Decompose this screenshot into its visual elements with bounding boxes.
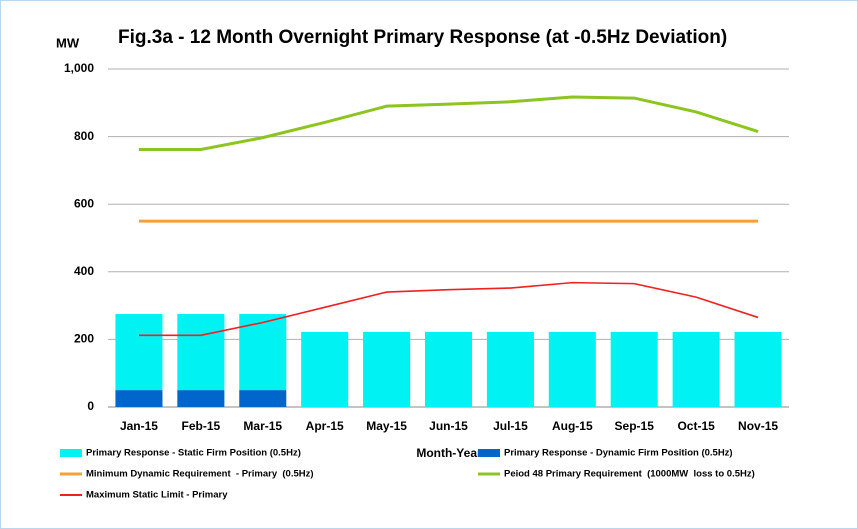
legend-label: Primary Response - Dynamic Firm Position… [504, 448, 733, 459]
x-tick-label: Aug-15 [552, 419, 593, 433]
legend-label: Primary Response - Static Firm Position … [86, 448, 301, 459]
x-tick-label: Mar-15 [243, 419, 282, 433]
legend-swatch [478, 449, 500, 457]
y-tick-label: 800 [74, 129, 94, 143]
y-tick-label: 1,000 [64, 61, 94, 75]
bar [424, 331, 473, 407]
y-tick-label: 600 [74, 196, 94, 210]
x-tick-label: Feb-15 [182, 419, 221, 433]
bar [177, 314, 225, 391]
bar [672, 331, 720, 407]
bar [734, 331, 782, 407]
bar [115, 390, 163, 407]
chart-title: Fig.3a - 12 Month Overnight Primary Resp… [118, 27, 727, 48]
bar [610, 331, 658, 407]
y-axis-label: MW [56, 35, 80, 50]
x-tick-label: Jun-15 [429, 419, 468, 433]
x-tick-label: Sep-15 [615, 419, 655, 433]
line [138, 95, 759, 151]
legend-label: Maximum Static Limit - Primary [86, 490, 228, 501]
bar [486, 331, 534, 407]
bar [548, 331, 596, 407]
x-tick-label: Jul-15 [493, 419, 528, 433]
x-axis-label: Month-Year [416, 446, 482, 460]
bar [239, 314, 287, 391]
bar [239, 390, 287, 407]
line [138, 281, 759, 337]
x-tick-label: Oct-15 [677, 419, 715, 433]
x-tick-label: Apr-15 [306, 419, 344, 433]
legend-swatch [60, 449, 82, 457]
bar [363, 331, 411, 407]
bar [177, 390, 225, 407]
bar [115, 314, 163, 391]
x-tick-label: Jan-15 [120, 419, 158, 433]
y-tick-label: 400 [74, 264, 94, 278]
y-tick-label: 0 [87, 399, 94, 413]
bar [301, 331, 349, 407]
x-tick-label: May-15 [366, 419, 407, 433]
x-tick-label: Nov-15 [738, 419, 778, 433]
legend-label: Peiod 48 Primary Requirement (1000MW los… [504, 469, 755, 480]
y-tick-label: 200 [74, 332, 94, 346]
legend-label: Minimum Dynamic Requirement - Primary (0… [86, 469, 314, 480]
